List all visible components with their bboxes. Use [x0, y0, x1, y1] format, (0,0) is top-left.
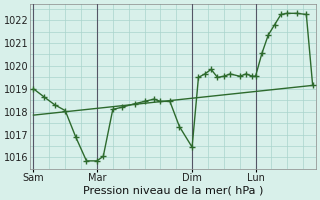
X-axis label: Pression niveau de la mer( hPa ): Pression niveau de la mer( hPa )	[83, 186, 263, 196]
